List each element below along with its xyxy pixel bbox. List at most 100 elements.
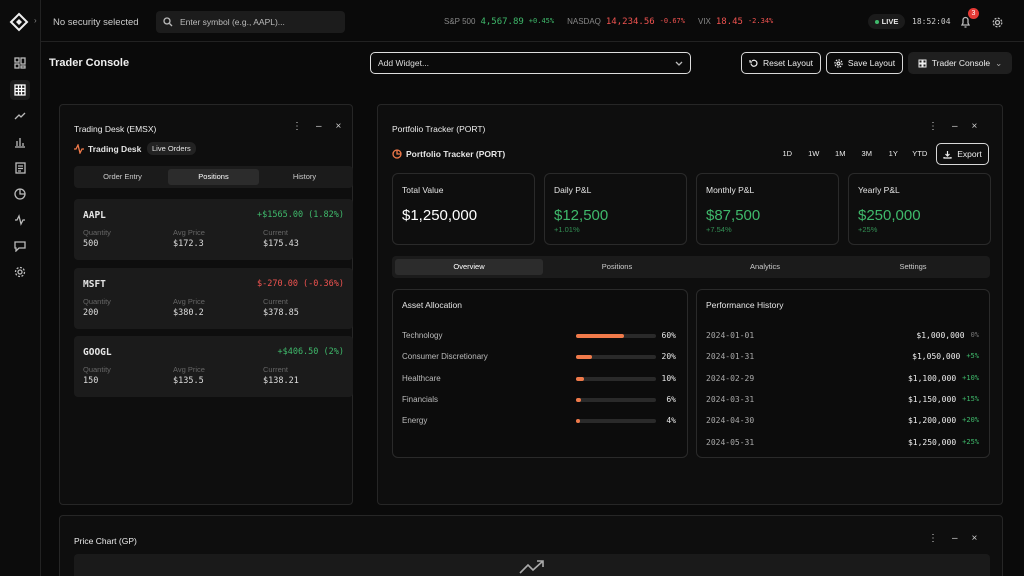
bar-track — [576, 376, 656, 381]
field-value: $380.2 — [173, 307, 204, 318]
reset-layout-button[interactable]: Reset Layout — [741, 52, 821, 74]
pnl: +$1565.00 (1.82%) — [257, 210, 344, 220]
add-widget-select[interactable] — [370, 52, 691, 74]
nav-grid[interactable] — [14, 84, 26, 96]
metric-label: Total Value — [402, 185, 444, 195]
metric-label: Yearly P&L — [858, 185, 900, 195]
tab[interactable]: Positions — [168, 169, 259, 185]
bar-track — [576, 397, 656, 402]
history-date: 2024-02-29 — [706, 373, 755, 383]
history-value: $1,050,000 — [912, 352, 961, 362]
metric-value: $250,000 — [858, 207, 921, 224]
nav-news[interactable] — [14, 162, 26, 174]
range-button[interactable]: 1W — [808, 149, 820, 158]
nav-pulse[interactable] — [14, 214, 26, 226]
panel-controls[interactable]: ⋮–× — [928, 533, 992, 544]
ticker-change: -0.67% — [659, 17, 685, 25]
search-placeholder: Enter symbol (e.g., AAPL)... — [180, 17, 285, 27]
field-label: Avg Price — [173, 365, 205, 374]
metric-label: Monthly P&L — [706, 185, 755, 195]
tab[interactable]: Overview — [395, 259, 543, 275]
history-values: $1,200,000 +20% — [908, 416, 979, 425]
ticker-name: S&P 500 — [444, 17, 476, 26]
range-button[interactable]: 3M — [861, 149, 872, 158]
tab[interactable]: History — [292, 172, 317, 181]
search-icon — [163, 17, 173, 27]
portfolio-tabs: Overview Positions Analytics Settings — [392, 256, 990, 278]
tab[interactable]: Order Entry — [103, 172, 142, 181]
panel-controls[interactable]: ⋮–× — [928, 121, 992, 132]
ticker-value: 4,567.89 — [480, 17, 524, 27]
range-button[interactable]: 1M — [835, 149, 846, 158]
field-label: Quantity — [83, 296, 111, 306]
allocation-label: 6% — [666, 394, 676, 404]
export-icon — [943, 150, 952, 159]
settings-icon[interactable] — [992, 17, 1003, 28]
history-value: $1,100,000 — [907, 373, 957, 383]
nav-settings[interactable] — [14, 266, 26, 278]
save-icon — [834, 58, 843, 68]
security-label: No security selected — [53, 17, 139, 28]
range-button[interactable]: 1Y — [888, 149, 898, 158]
history-date: 2024-01-01 — [706, 331, 755, 340]
metric-value: $12,500 — [554, 207, 609, 224]
field-value: $175.43 — [263, 239, 299, 249]
range-button[interactable]: 1D — [782, 149, 793, 158]
ticker-value: 14,234.56 — [605, 17, 655, 27]
metric-change: +25% — [858, 225, 878, 234]
layout-icon — [918, 59, 927, 67]
allocation-bar — [576, 355, 592, 360]
portfolio-subtitle: Portfolio Tracker (PORT) — [406, 149, 506, 159]
search-box[interactable] — [156, 11, 345, 33]
bell-icon[interactable] — [960, 16, 971, 28]
history-values: $1,250,000 +25% — [908, 438, 979, 447]
history-value: $1,150,000 — [907, 394, 957, 404]
tab[interactable]: Positions — [601, 262, 633, 271]
history-values: $1,150,000 +15% — [908, 395, 979, 404]
page-title: Trader Console — [49, 57, 130, 69]
pnl: $-270.00 (-0.36%) — [257, 278, 344, 289]
nav-chat[interactable] — [14, 240, 26, 252]
range-button[interactable]: YTD — [912, 149, 928, 158]
chevron — [675, 61, 683, 66]
field-label: Quantity — [83, 365, 111, 374]
panel-controls[interactable]: ⋮–× — [292, 121, 356, 132]
position-card: GOOGL +$406.50 (2%) Quantity 150 Avg Price $1… — [74, 336, 353, 397]
allocation-bar — [576, 376, 584, 381]
field-label: Current — [263, 296, 289, 306]
tab[interactable]: Analytics — [749, 262, 780, 271]
bar-track — [576, 419, 656, 424]
pie-icon — [392, 149, 402, 159]
desk-subtitle: Trading Desk — [88, 144, 142, 154]
asset-name: Consumer Discretionary — [402, 352, 488, 362]
layout-select[interactable]: Trader Console ⌄ — [908, 52, 1012, 74]
field-label: Current — [263, 365, 289, 374]
expand-arrow[interactable]: › — [34, 16, 37, 25]
history-date: 2024-04-30 — [706, 416, 755, 426]
ticker-change: +0.45% — [528, 17, 555, 25]
nav-dashboard[interactable] — [14, 57, 26, 69]
tab[interactable]: Settings — [899, 262, 927, 271]
allocation-bar — [576, 334, 624, 338]
notification-badge: 3 — [968, 8, 979, 19]
symbol: GOOGL — [83, 347, 112, 358]
asset-allocation: Asset Allocation Technology 60% Consumer D… — [392, 289, 688, 458]
export-button[interactable]: Export — [936, 143, 989, 165]
ticker-change: -2.34% — [747, 17, 774, 25]
history-change: +15% — [962, 394, 979, 403]
field-value: 500 — [83, 239, 99, 249]
allocation-label: 10% — [661, 373, 676, 383]
nav-pie[interactable] — [14, 188, 26, 200]
history-values: $1,050,000 +5% — [912, 352, 979, 361]
position-card: MSFT $-270.00 (-0.36%) Quantity 200 Avg Pric… — [74, 267, 353, 329]
save-layout-button[interactable]: Save Layout — [826, 52, 903, 74]
nav-bars[interactable] — [14, 136, 26, 148]
history-change: 0% — [970, 331, 979, 339]
ticker-value: 18.45 — [715, 17, 743, 27]
field-label: Avg Price — [173, 228, 205, 237]
field-value: 200 — [83, 307, 99, 318]
nav-trends[interactable] — [14, 110, 26, 122]
panel-title: Trading Desk (EMSX) — [74, 124, 157, 134]
trading-desk-panel: Trading Desk (EMSX) ⋮–× Trading Desk Liv… — [59, 104, 353, 505]
pnl: +$406.50 (2%) — [277, 347, 344, 357]
